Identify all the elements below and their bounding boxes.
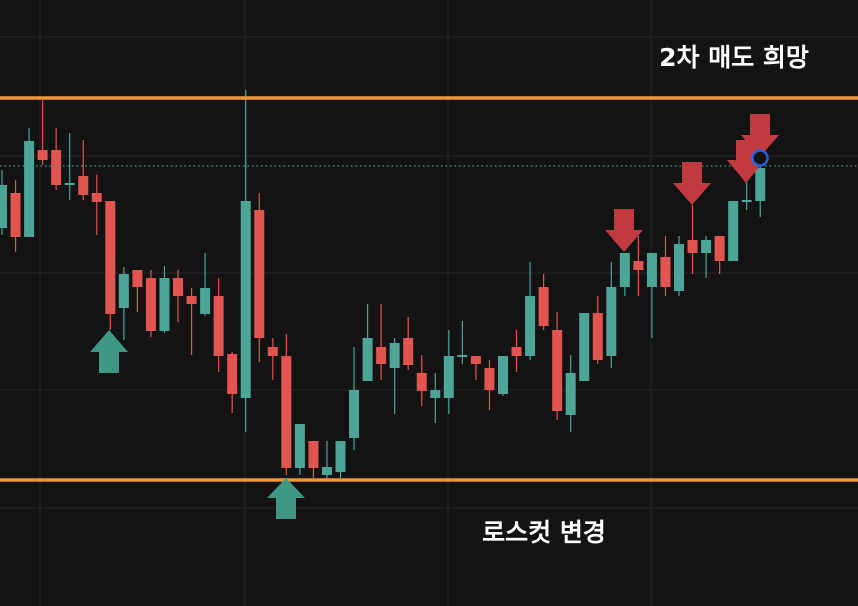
up-arrow	[90, 330, 128, 352]
candle-body	[376, 347, 387, 364]
candle-body	[254, 210, 265, 338]
up-arrow	[99, 351, 119, 373]
candle-body	[701, 240, 712, 253]
candle-body	[741, 200, 752, 202]
candle-body	[728, 201, 739, 261]
candle-body	[10, 193, 21, 237]
candle-body	[321, 467, 332, 475]
candle-body	[511, 347, 522, 356]
down-arrow	[673, 183, 711, 205]
candle-body	[403, 338, 414, 365]
candle-body	[227, 354, 238, 394]
candle-body	[186, 296, 197, 304]
marker	[751, 149, 769, 167]
candle-body	[416, 373, 427, 391]
candle-body	[579, 313, 590, 381]
candle-body	[91, 193, 102, 202]
candle-body	[674, 244, 684, 291]
candle-body	[552, 330, 563, 411]
candle-body	[308, 441, 319, 468]
candle-body	[24, 141, 35, 237]
candle-body	[281, 356, 292, 468]
candle-body	[538, 287, 549, 326]
candle-body	[389, 343, 400, 368]
down-arrow	[614, 209, 634, 231]
annotation: 2차 매도 희망	[659, 43, 809, 72]
candle-body	[457, 355, 468, 357]
candle-body	[592, 313, 603, 360]
up-arrow	[276, 497, 296, 519]
candle-body	[51, 150, 62, 185]
candle-body	[173, 278, 184, 296]
candle-body	[213, 296, 224, 356]
candle-body	[105, 201, 116, 314]
up-arrow	[267, 478, 305, 498]
candle-body	[755, 168, 766, 201]
candle-body	[200, 288, 211, 314]
down-arrow	[750, 114, 770, 136]
candle-body	[484, 368, 495, 390]
candle-body	[240, 201, 251, 398]
candle-body	[633, 261, 644, 270]
candle-body	[349, 390, 360, 438]
candle-body	[118, 274, 129, 308]
candle-body	[660, 257, 671, 287]
candle-body	[159, 278, 170, 331]
candle-body	[443, 356, 454, 398]
down-arrow	[682, 162, 702, 184]
candle-body	[619, 253, 630, 287]
candle-body	[606, 287, 617, 356]
down-arrow	[727, 160, 765, 183]
candle-body	[78, 176, 89, 195]
candle-body	[37, 150, 48, 160]
candle-body	[335, 441, 346, 472]
candle-body	[132, 270, 143, 287]
buy-arrows	[90, 330, 305, 519]
candle-body	[267, 347, 278, 356]
annotation: 로스컷 변경	[482, 518, 606, 547]
sell-arrows	[605, 114, 779, 252]
levels	[0, 96, 858, 482]
candle-body	[430, 390, 441, 398]
down-arrow	[741, 135, 779, 157]
candle-body	[565, 373, 576, 415]
candle-body	[646, 253, 657, 287]
candle-body	[64, 183, 75, 185]
candle-body	[362, 338, 373, 381]
candle-body	[470, 356, 481, 364]
candle-body	[0, 185, 7, 228]
candles	[0, 90, 766, 478]
candle-body	[714, 236, 725, 261]
candle-body	[687, 240, 698, 253]
candle-body	[525, 296, 536, 356]
candle-body	[294, 424, 305, 468]
candle-body	[145, 278, 156, 331]
down-arrow	[605, 230, 643, 252]
candle-body	[497, 356, 508, 394]
